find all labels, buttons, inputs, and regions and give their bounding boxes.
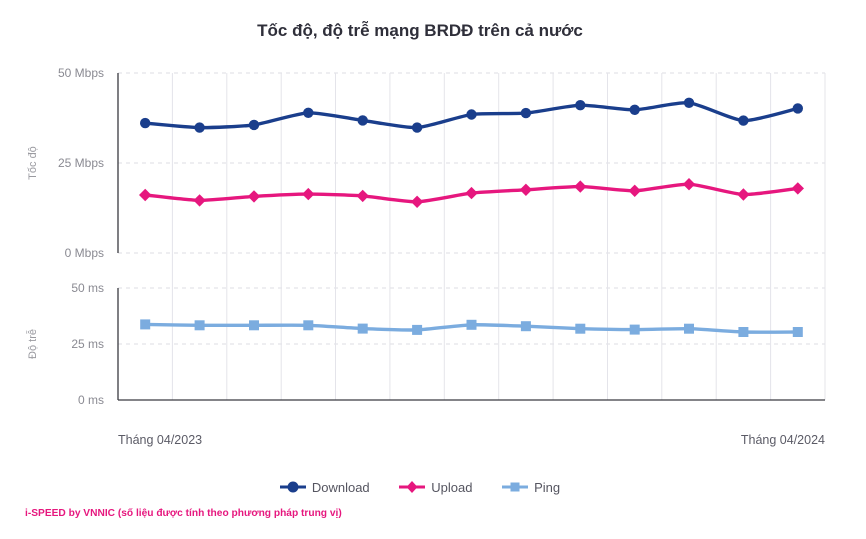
svg-text:0 ms: 0 ms bbox=[78, 393, 104, 407]
svg-text:Tháng 04/2024: Tháng 04/2024 bbox=[741, 433, 825, 447]
svg-text:Tháng 04/2023: Tháng 04/2023 bbox=[118, 433, 202, 447]
svg-text:25 Mbps: 25 Mbps bbox=[58, 156, 104, 170]
svg-text:50 Mbps: 50 Mbps bbox=[58, 66, 104, 80]
svg-text:Độ trễ: Độ trễ bbox=[26, 329, 39, 359]
svg-text:50 ms: 50 ms bbox=[71, 281, 104, 295]
svg-text:0 Mbps: 0 Mbps bbox=[65, 246, 104, 260]
svg-text:25 ms: 25 ms bbox=[71, 337, 104, 351]
svg-text:Tốc độ: Tốc độ bbox=[27, 146, 39, 180]
